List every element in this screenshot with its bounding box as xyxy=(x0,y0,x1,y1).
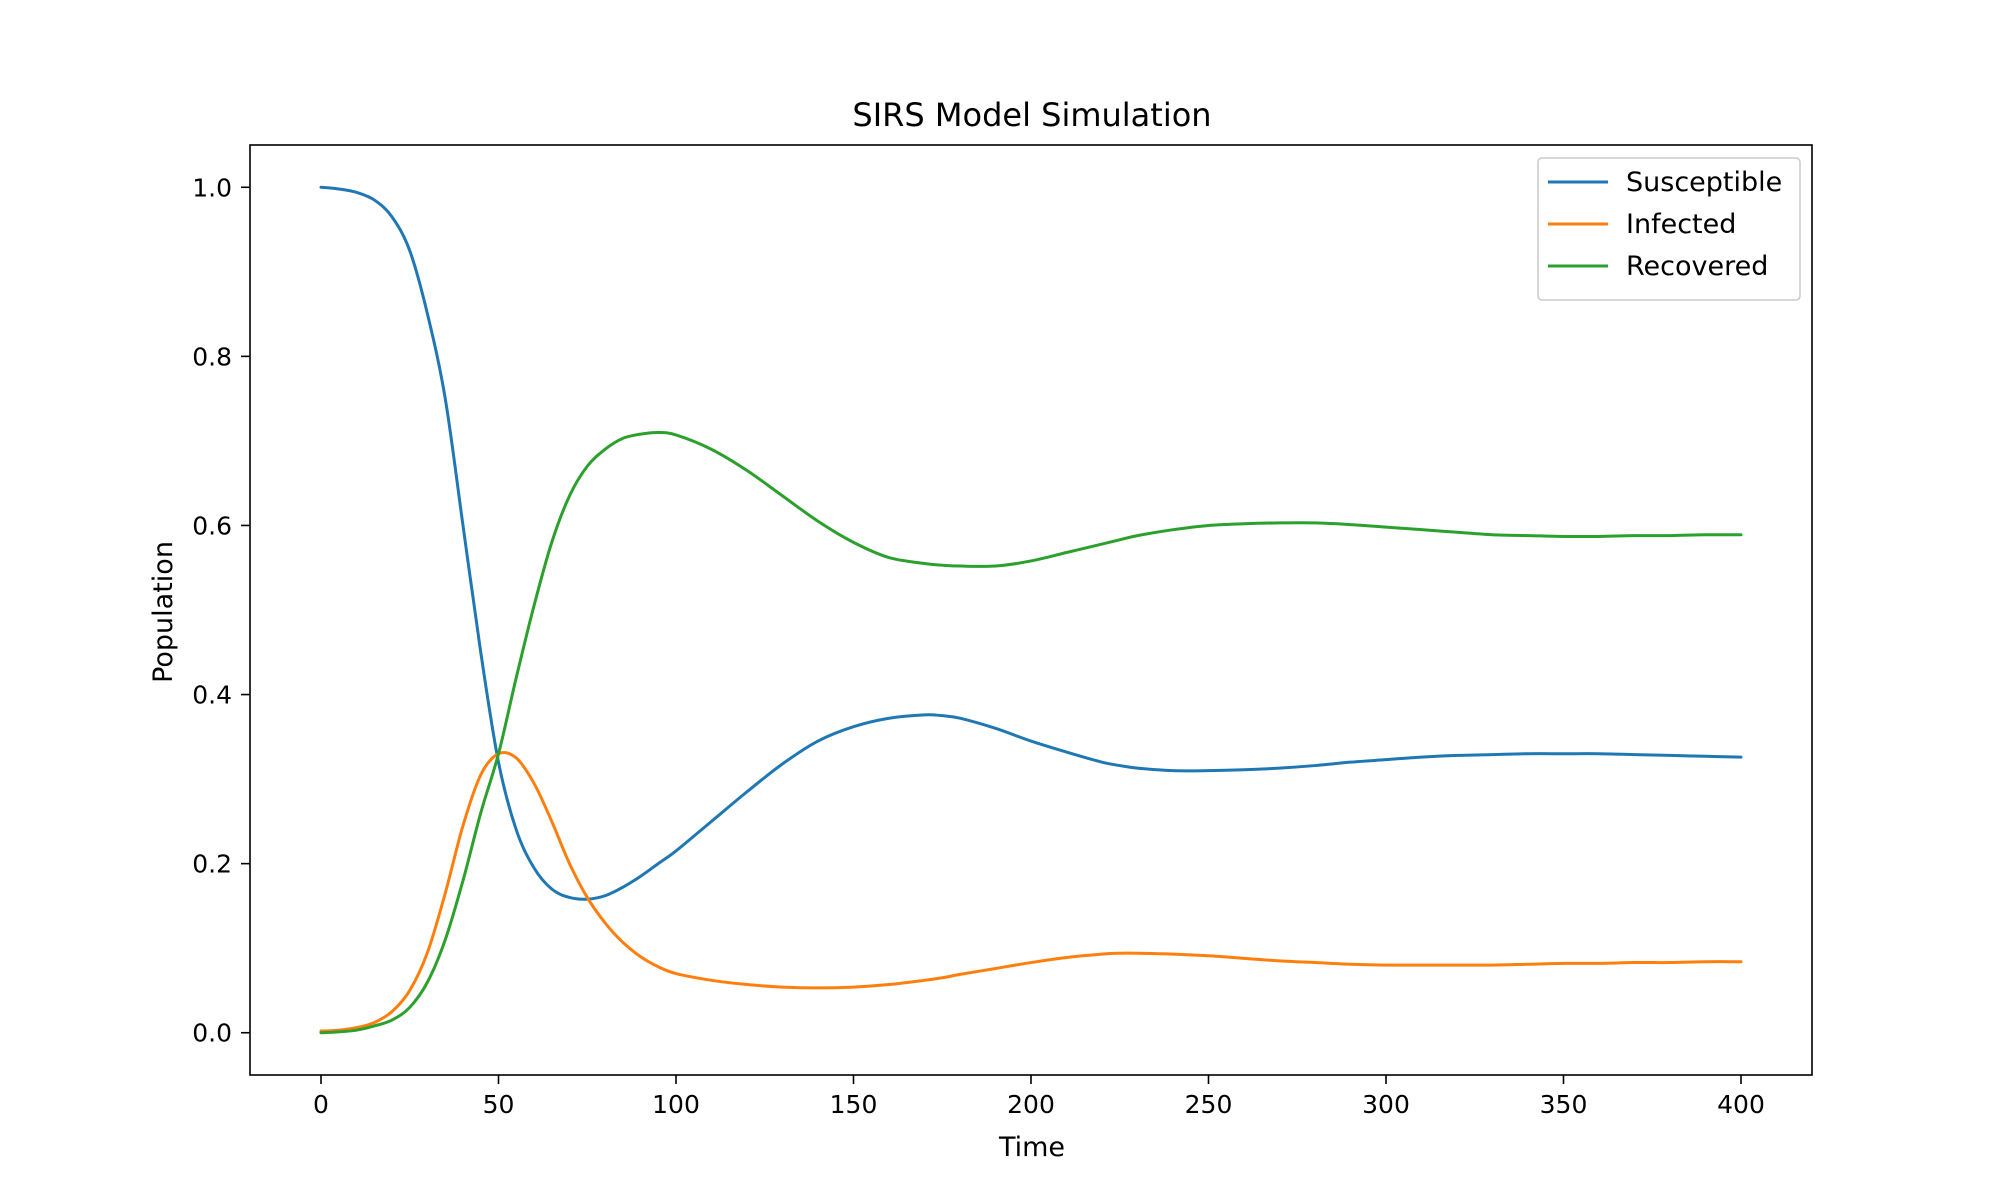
legend-label-recovered: Recovered xyxy=(1626,251,1768,282)
x-axis: 0 50 100 150 200 250 300 350 400 xyxy=(313,1075,1765,1119)
y-tick-label: 0.0 xyxy=(192,1019,232,1048)
x-tick-label: 300 xyxy=(1362,1090,1410,1119)
series-line-susceptible xyxy=(319,185,1743,901)
y-tick-label: 0.6 xyxy=(192,511,232,540)
x-tick-label: 200 xyxy=(1007,1090,1055,1119)
legend-label-infected: Infected xyxy=(1626,209,1736,240)
legend: Susceptible Infected Recovered xyxy=(1537,157,1801,301)
x-axis-label: Time xyxy=(998,1132,1065,1163)
y-axis-label: Population xyxy=(148,541,179,683)
x-tick-label: 350 xyxy=(1540,1090,1588,1119)
y-tick-label: 1.0 xyxy=(192,173,232,202)
legend-label-susceptible: Susceptible xyxy=(1626,167,1782,198)
series-line-infected xyxy=(319,751,1743,1033)
chart-title: SIRS Model Simulation xyxy=(852,96,1211,134)
series-line-recovered xyxy=(319,430,1743,1035)
y-axis: 0.0 0.2 0.4 0.6 0.8 1.0 xyxy=(192,173,250,1048)
x-tick-label: 150 xyxy=(830,1090,878,1119)
y-tick-label: 0.8 xyxy=(192,342,232,371)
x-tick-label: 100 xyxy=(652,1090,700,1119)
x-tick-label: 50 xyxy=(483,1090,515,1119)
y-tick-label: 0.2 xyxy=(192,850,232,879)
x-tick-label: 400 xyxy=(1717,1090,1765,1119)
x-tick-label: 250 xyxy=(1185,1090,1233,1119)
x-tick-label: 0 xyxy=(313,1090,329,1119)
y-tick-label: 0.4 xyxy=(192,681,232,710)
plot-lines xyxy=(319,185,1743,1035)
